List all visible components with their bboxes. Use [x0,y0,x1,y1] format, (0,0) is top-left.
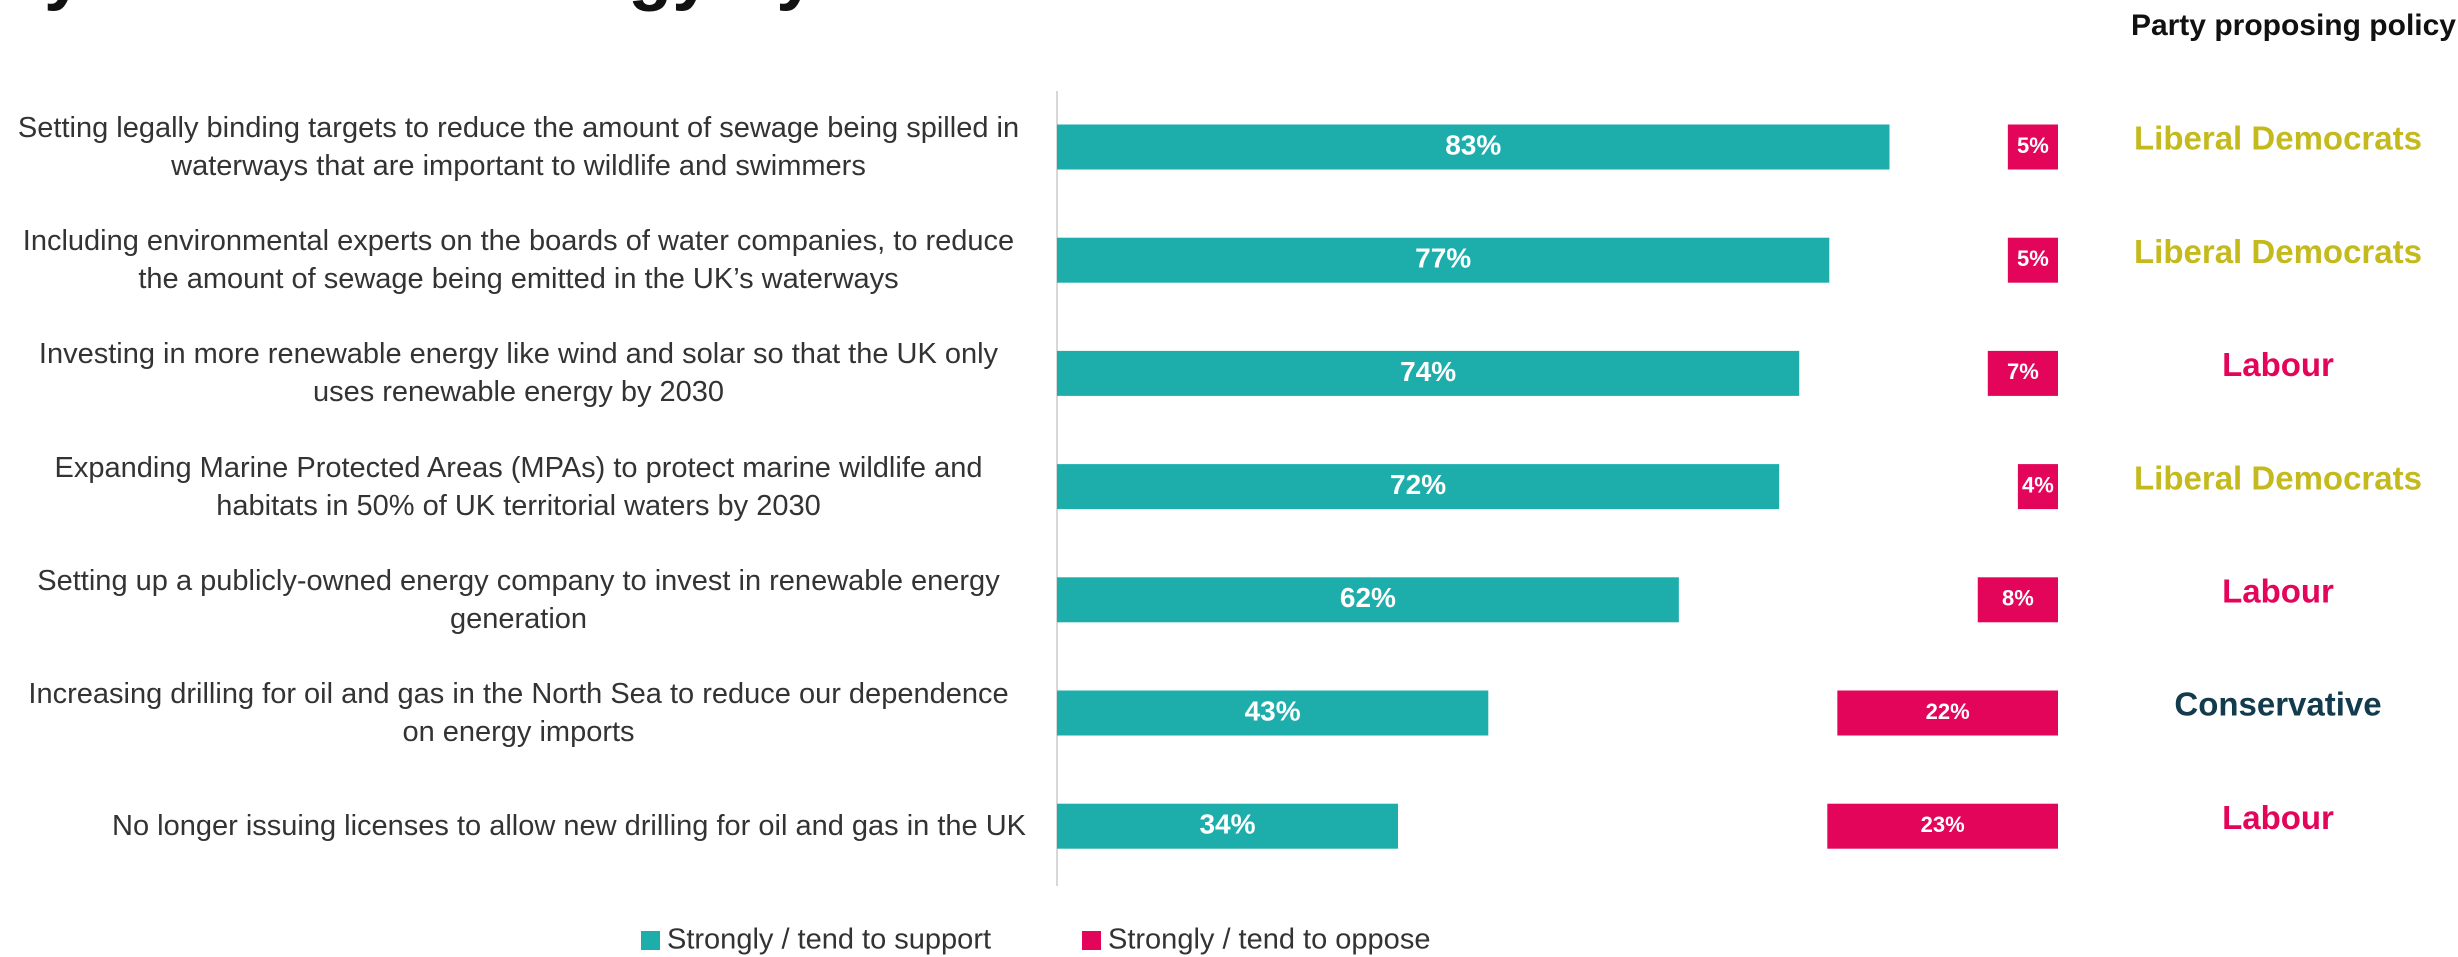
category-text: Including environmental experts on the b… [22,225,1015,296]
support-label: 77% [1415,243,1471,274]
category-label: Setting legally binding targets to reduc… [0,97,1026,197]
party-label: Liberal Democrats [2134,233,2422,270]
category-text: No longer issuing licenses to allow new … [112,810,1026,843]
support-bar [1057,690,1489,736]
oppose-bar [1977,577,2058,623]
support-bar [1057,577,1679,623]
support-label: 74% [1400,356,1456,387]
party-label: Labour [2222,573,2334,610]
category-label: No longer issuing licenses to allow new … [0,776,1026,876]
category-text: Setting legally binding targets to reduc… [17,112,1020,182]
support-bar [1057,124,1890,170]
oppose-bar [2007,237,2058,283]
oppose-label: 4% [2022,472,2054,497]
party-label: Labour [2222,799,2334,836]
category-label: Setting up a publicly-owned energy compa… [0,550,1026,650]
party-header: Party proposing policy [2131,9,2456,42]
category-text: Setting up a publicly-owned energy compa… [37,564,1000,635]
oppose-bar [1837,690,2058,736]
oppose-bar [1987,350,2058,396]
support-bar [1057,237,1830,283]
oppose-label: 8% [2002,586,2034,611]
oppose-bar [2017,464,2058,510]
oppose-label: 23% [1921,812,1965,837]
support-label: 83% [1445,129,1501,160]
party-label: Labour [2222,346,2334,383]
oppose-label: 5% [2017,246,2049,271]
party-label: Conservative [2174,686,2381,723]
legend-label: Strongly / tend to oppose [1108,924,1430,956]
support-bar [1057,803,1399,849]
category-text: Investing in more renewable energy like … [38,338,999,409]
legend-label: Strongly / tend to support [667,924,991,956]
category-text: Expanding Marine Protected Areas (MPAs) … [54,451,983,522]
category-label: Investing in more renewable energy like … [0,323,1026,423]
oppose-label: 7% [2007,359,2039,384]
support-label: 43% [1245,695,1301,726]
category-label: Including environmental experts on the b… [0,210,1026,310]
support-bar [1057,350,1800,396]
category-label: Expanding Marine Protected Areas (MPAs) … [0,437,1026,537]
oppose-label: 22% [1926,699,1970,724]
support-label: 34% [1199,809,1255,840]
support-label: 72% [1390,469,1446,500]
oppose-bar [1827,803,2058,849]
legend-swatch [641,931,660,950]
oppose-label: 5% [2017,133,2049,158]
chart-title: by renewable energy by 2030 [0,0,997,12]
party-label: Liberal Democrats [2134,120,2422,157]
support-bar [1057,464,1780,510]
support-label: 62% [1340,582,1396,613]
oppose-bar [2007,124,2058,170]
party-label: Liberal Democrats [2134,459,2422,496]
category-text: Increasing drilling for oil and gas in t… [28,678,1009,748]
legend-swatch [1082,931,1101,950]
category-label: Increasing drilling for oil and gas in t… [0,663,1026,763]
